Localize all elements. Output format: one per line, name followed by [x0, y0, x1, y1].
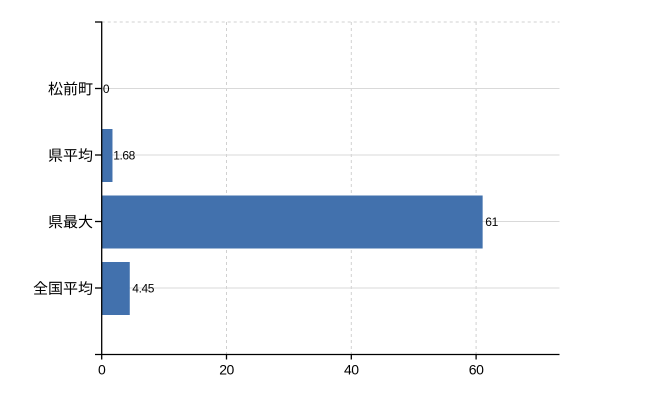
- svg-text:1.68: 1.68: [113, 148, 135, 162]
- svg-text:20: 20: [219, 362, 234, 378]
- svg-text:60: 60: [469, 362, 484, 378]
- svg-text:4.45: 4.45: [132, 281, 154, 295]
- svg-text:0: 0: [103, 82, 110, 96]
- svg-text:0: 0: [98, 362, 106, 378]
- svg-text:61: 61: [485, 215, 498, 229]
- svg-text:40: 40: [344, 362, 359, 378]
